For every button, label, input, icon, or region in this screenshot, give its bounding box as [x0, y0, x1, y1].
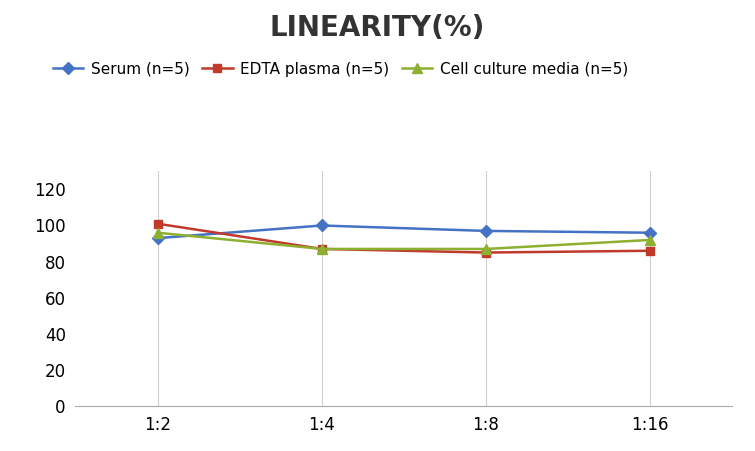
- Legend: Serum (n=5), EDTA plasma (n=5), Cell culture media (n=5): Serum (n=5), EDTA plasma (n=5), Cell cul…: [53, 62, 628, 77]
- EDTA plasma (n=5): [646, 248, 655, 253]
- EDTA plasma (n=5): [482, 250, 491, 255]
- EDTA plasma (n=5): [153, 221, 162, 226]
- Cell culture media (n=5): [482, 246, 491, 252]
- Cell culture media (n=5): [153, 230, 162, 235]
- Line: Serum (n=5): Serum (n=5): [153, 221, 655, 242]
- EDTA plasma (n=5): [317, 246, 326, 252]
- Text: LINEARITY(%): LINEARITY(%): [270, 14, 485, 41]
- Line: Cell culture media (n=5): Cell culture media (n=5): [153, 228, 655, 254]
- Serum (n=5): [317, 223, 326, 228]
- Serum (n=5): [153, 235, 162, 241]
- Serum (n=5): [646, 230, 655, 235]
- Cell culture media (n=5): [317, 246, 326, 252]
- Serum (n=5): [482, 228, 491, 234]
- Line: EDTA plasma (n=5): EDTA plasma (n=5): [153, 220, 655, 257]
- Cell culture media (n=5): [646, 237, 655, 243]
